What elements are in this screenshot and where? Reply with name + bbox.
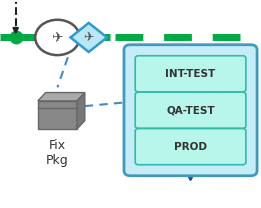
- Text: ✈: ✈: [84, 31, 94, 44]
- Polygon shape: [70, 23, 107, 52]
- FancyBboxPatch shape: [135, 92, 246, 128]
- Polygon shape: [77, 93, 85, 129]
- Text: Fix
Pkg: Fix Pkg: [46, 139, 69, 167]
- FancyBboxPatch shape: [135, 56, 246, 92]
- FancyBboxPatch shape: [124, 45, 257, 176]
- Polygon shape: [38, 101, 77, 129]
- Text: PROD: PROD: [174, 142, 207, 152]
- Circle shape: [35, 20, 80, 55]
- Text: INT-TEST: INT-TEST: [165, 69, 216, 79]
- Polygon shape: [38, 93, 85, 101]
- Text: QA-TEST: QA-TEST: [166, 105, 215, 115]
- Text: ✈: ✈: [52, 30, 63, 45]
- FancyBboxPatch shape: [135, 129, 246, 165]
